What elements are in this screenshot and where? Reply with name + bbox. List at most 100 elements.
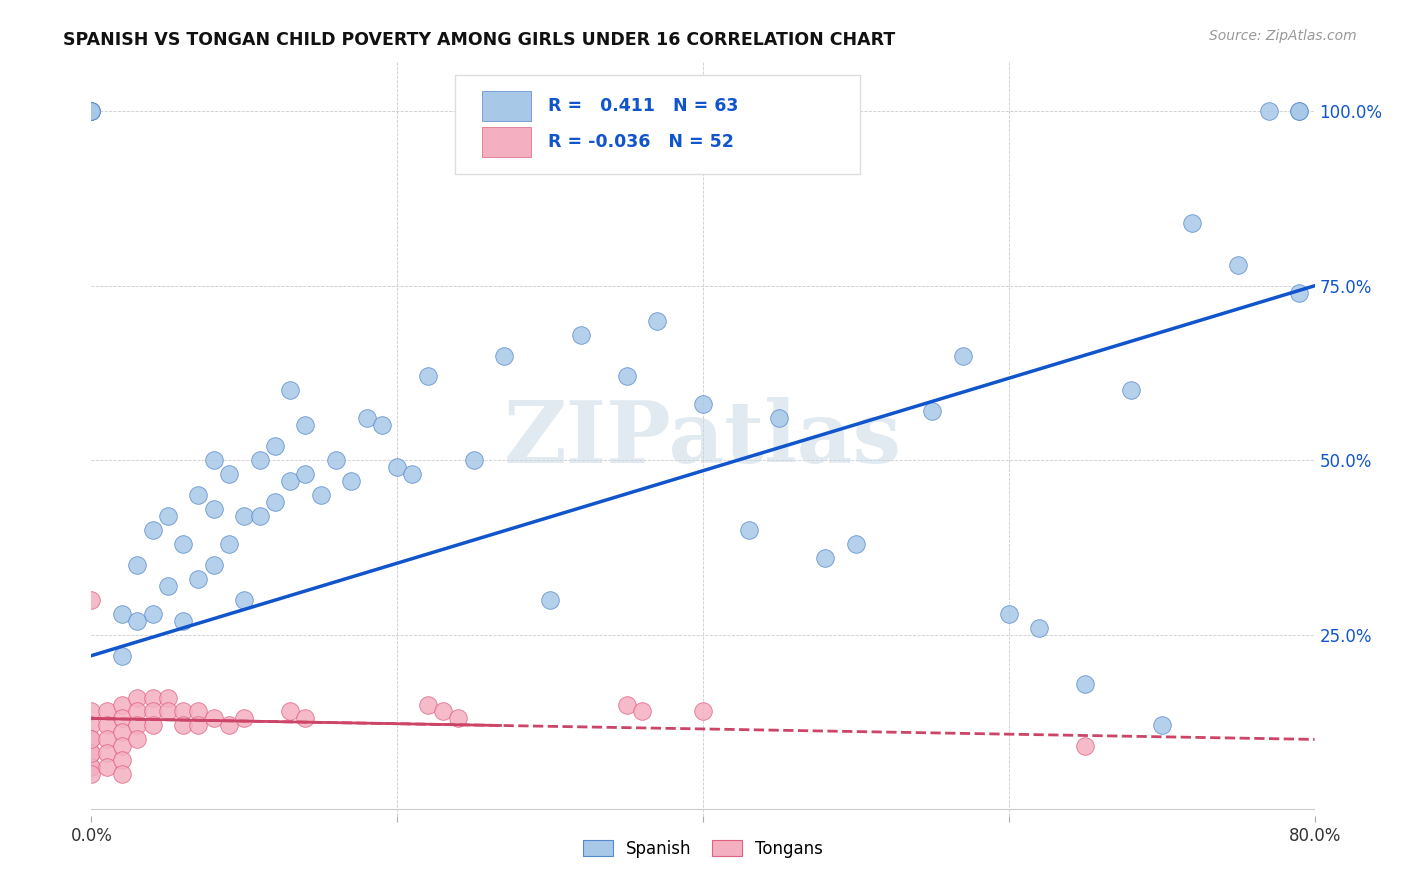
Point: [233, 509, 256, 524]
Point: [432, 705, 454, 719]
Point: [768, 411, 790, 425]
Point: [233, 711, 256, 725]
Point: [325, 453, 347, 467]
Point: [416, 698, 439, 712]
Point: [278, 705, 301, 719]
Text: R = -0.036   N = 52: R = -0.036 N = 52: [548, 133, 734, 151]
Point: [356, 411, 378, 425]
Point: [96, 760, 118, 774]
Point: [80, 705, 103, 719]
Point: [278, 474, 301, 488]
Point: [111, 698, 134, 712]
Point: [80, 104, 103, 119]
Legend: Spanish, Tongans: Spanish, Tongans: [576, 833, 830, 864]
Point: [187, 572, 209, 586]
Point: [202, 453, 225, 467]
Point: [172, 705, 194, 719]
Point: [80, 592, 103, 607]
Point: [80, 732, 103, 747]
Point: [218, 537, 240, 551]
Point: [202, 502, 225, 516]
Point: [1227, 258, 1250, 272]
Point: [127, 732, 149, 747]
FancyBboxPatch shape: [482, 127, 530, 157]
Point: [127, 718, 149, 732]
Point: [80, 104, 103, 119]
Point: [385, 460, 409, 475]
Point: [96, 705, 118, 719]
Text: R =   0.411   N = 63: R = 0.411 N = 63: [548, 97, 738, 115]
Point: [172, 537, 194, 551]
Point: [111, 767, 134, 781]
Point: [80, 104, 103, 119]
Point: [233, 592, 256, 607]
Point: [111, 739, 134, 754]
Point: [80, 767, 103, 781]
Point: [569, 327, 592, 342]
Point: [172, 614, 194, 628]
Point: [309, 488, 332, 502]
Point: [952, 349, 974, 363]
Point: [1288, 104, 1310, 119]
Point: [127, 705, 149, 719]
Point: [111, 711, 134, 725]
Point: [294, 418, 316, 433]
Point: [631, 705, 654, 719]
Point: [1288, 285, 1310, 300]
Point: [80, 760, 103, 774]
Point: [494, 349, 516, 363]
Text: ZIPatlas: ZIPatlas: [503, 397, 903, 482]
Point: [692, 705, 714, 719]
Point: [249, 509, 271, 524]
Point: [202, 558, 225, 572]
Point: [1074, 739, 1097, 754]
Point: [172, 718, 194, 732]
Point: [1150, 718, 1173, 732]
Point: [80, 732, 103, 747]
Point: [96, 718, 118, 732]
Text: Source: ZipAtlas.com: Source: ZipAtlas.com: [1209, 29, 1357, 43]
Point: [80, 760, 103, 774]
Point: [616, 698, 638, 712]
Point: [127, 690, 149, 705]
Point: [111, 753, 134, 767]
Point: [1121, 384, 1143, 398]
Point: [264, 495, 287, 509]
Point: [141, 718, 163, 732]
Point: [187, 718, 209, 732]
Point: [616, 369, 638, 384]
Point: [1288, 104, 1310, 119]
Point: [416, 369, 439, 384]
Point: [202, 711, 225, 725]
Point: [187, 705, 209, 719]
Point: [111, 725, 134, 739]
Point: [845, 537, 868, 551]
Point: [998, 607, 1021, 621]
Point: [141, 523, 163, 537]
Point: [538, 592, 561, 607]
Point: [692, 397, 714, 411]
Point: [447, 711, 470, 725]
FancyBboxPatch shape: [454, 75, 859, 174]
Point: [141, 607, 163, 621]
Point: [371, 418, 394, 433]
FancyBboxPatch shape: [482, 91, 530, 121]
Point: [294, 711, 316, 725]
Point: [340, 474, 363, 488]
Point: [80, 718, 103, 732]
Point: [921, 404, 943, 418]
Point: [218, 718, 240, 732]
Point: [264, 439, 287, 453]
Point: [111, 607, 134, 621]
Point: [96, 747, 118, 761]
Point: [80, 747, 103, 761]
Point: [814, 551, 837, 566]
Point: [127, 614, 149, 628]
Point: [401, 467, 423, 482]
Point: [1257, 104, 1279, 119]
Point: [463, 453, 485, 467]
Point: [294, 467, 316, 482]
Point: [141, 690, 163, 705]
Point: [127, 558, 149, 572]
Point: [1181, 216, 1204, 230]
